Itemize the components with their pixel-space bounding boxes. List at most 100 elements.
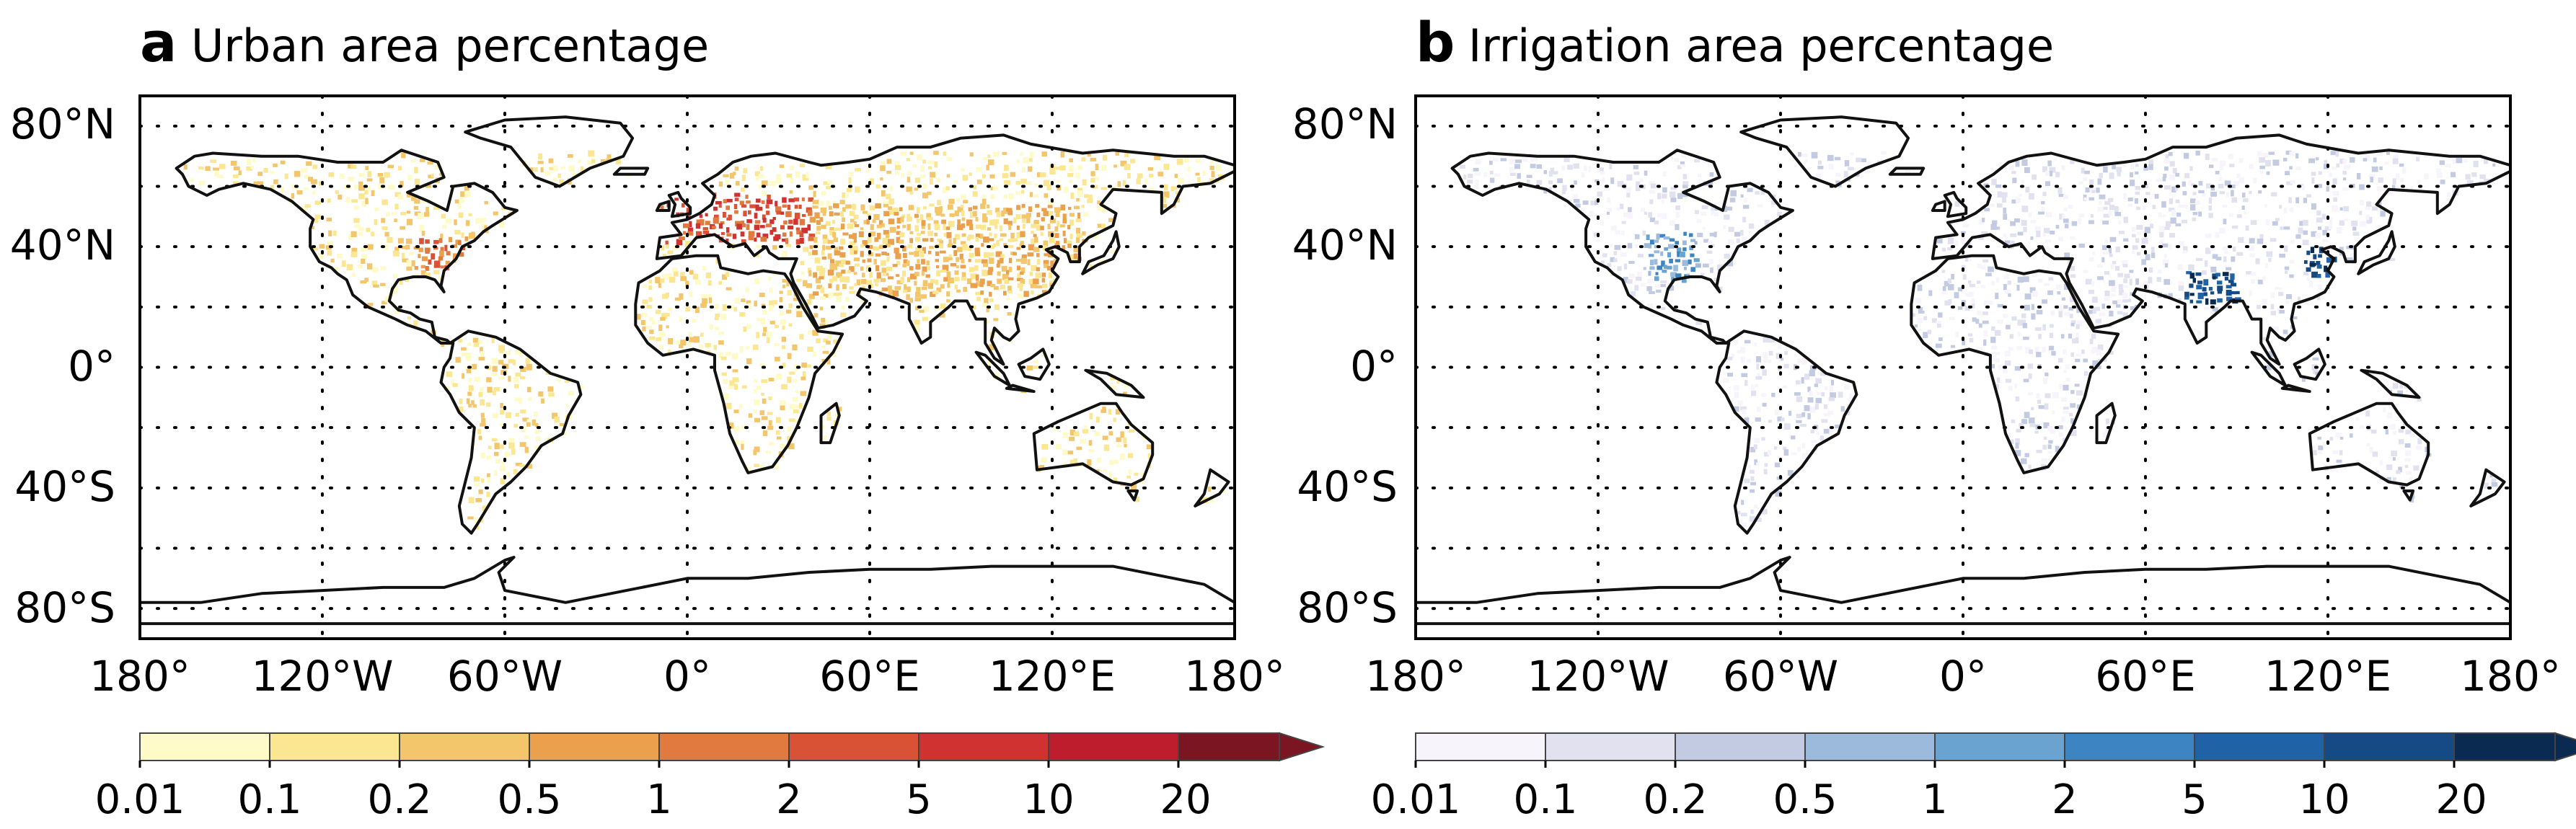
heatmap-cell [2284,266,2290,270]
heatmap-cell [2148,164,2153,170]
heatmap-cell [808,210,813,216]
heatmap-cell [1835,180,1840,185]
heatmap-cell [795,239,800,245]
heatmap-cell [648,280,653,284]
heatmap-cell [986,319,989,324]
heatmap-cell [2306,250,2311,255]
heatmap-cell [1122,180,1126,187]
heatmap-cell [853,272,857,275]
heatmap-cell [548,158,553,164]
heatmap-cell [830,259,834,264]
heatmap-cell [472,404,477,408]
heatmap-cell [440,234,444,239]
heatmap-cell [839,200,845,205]
heatmap-cell [2208,205,2212,211]
heatmap-cell [1473,167,1479,172]
heatmap-cell [2108,247,2112,254]
heatmap-cell [471,231,475,238]
heatmap-cell [1824,404,1828,409]
heatmap-cell [537,161,544,164]
heatmap-cell [956,198,961,202]
heatmap-cell [1669,220,1675,226]
heatmap-cell [2094,306,2100,311]
heatmap-cell [2228,154,2233,160]
heatmap-cell [2315,157,2319,161]
heatmap-cell [853,214,859,220]
heatmap-cell [506,412,511,419]
heatmap-cell [816,338,821,344]
heatmap-cell [2175,223,2182,226]
heatmap-cell [954,284,958,290]
heatmap-cell [948,198,955,204]
heatmap-cell [312,164,317,169]
heatmap-cell [920,294,927,299]
heatmap-cell [2097,207,2104,212]
heatmap-cell [990,284,996,288]
heatmap-cell [488,445,492,450]
heatmap-cell [1010,172,1016,177]
heatmap-cell [388,185,395,190]
heatmap-cell [2164,185,2171,190]
heatmap-cell [875,184,881,189]
heatmap-cell [2210,187,2215,191]
heatmap-cell [2329,223,2333,229]
heatmap-cell [779,291,783,294]
heatmap-cell [2332,191,2339,196]
heatmap-cell [993,318,999,322]
heatmap-cell [725,402,732,409]
colorbar-segment [1178,732,1280,761]
heatmap-cell [1995,277,2000,283]
heatmap-cell [2128,298,2132,303]
heatmap-cell [1662,187,1667,193]
heatmap-cell [1031,231,1034,234]
heatmap-cell [2169,174,2175,181]
heatmap-cell [1938,312,1943,318]
heatmap-cell [816,285,823,290]
heatmap-cell [723,393,729,400]
heatmap-cell [464,185,469,191]
heatmap-cell [2099,173,2103,178]
heatmap-cell [829,211,834,217]
heatmap-cell [1829,386,1833,392]
heatmap-cell [387,164,394,169]
heatmap-cell [1711,244,1715,247]
heatmap-cell [1047,252,1054,257]
heatmap-cell [1964,257,1969,262]
heatmap-cell [458,339,462,343]
heatmap-cell [934,232,938,236]
heatmap-cell [2070,403,2076,408]
heatmap-cell [973,185,977,190]
heatmap-cell [1915,329,1920,333]
heatmap-cell [2108,350,2114,355]
heatmap-cell [2215,272,2220,277]
heatmap-cell [2184,173,2190,179]
panel-b-xtick-120e: 120°E [2264,652,2391,701]
heatmap-cell [2181,219,2187,223]
heatmap-cell [2135,164,2139,167]
heatmap-cell [1174,174,1178,178]
heatmap-cell [1034,183,1038,187]
heatmap-cell [936,270,940,277]
heatmap-cell [2135,238,2140,243]
heatmap-cell [714,303,719,309]
heatmap-cell [524,446,529,453]
heatmap-cell [755,177,759,182]
heatmap-cell [2322,239,2329,243]
heatmap-cell [371,280,378,285]
heatmap-cell [1740,406,1747,410]
heatmap-cell [842,217,845,223]
heatmap-cell [839,246,844,250]
heatmap-cell [1662,270,1667,273]
heatmap-cell [866,218,870,225]
heatmap-cell [1654,284,1660,288]
heatmap-cell [1117,181,1121,187]
heatmap-cell [2222,204,2228,208]
heatmap-cell [1775,490,1782,497]
heatmap-cell [365,166,369,170]
heatmap-cell [1020,179,1028,184]
panel-a-ytick-80s: 80°S [14,583,115,632]
colorbar-segment [1675,732,1806,761]
heatmap-cell [2016,346,2022,350]
heatmap-cell [1548,171,1553,177]
heatmap-cell [2011,199,2017,204]
